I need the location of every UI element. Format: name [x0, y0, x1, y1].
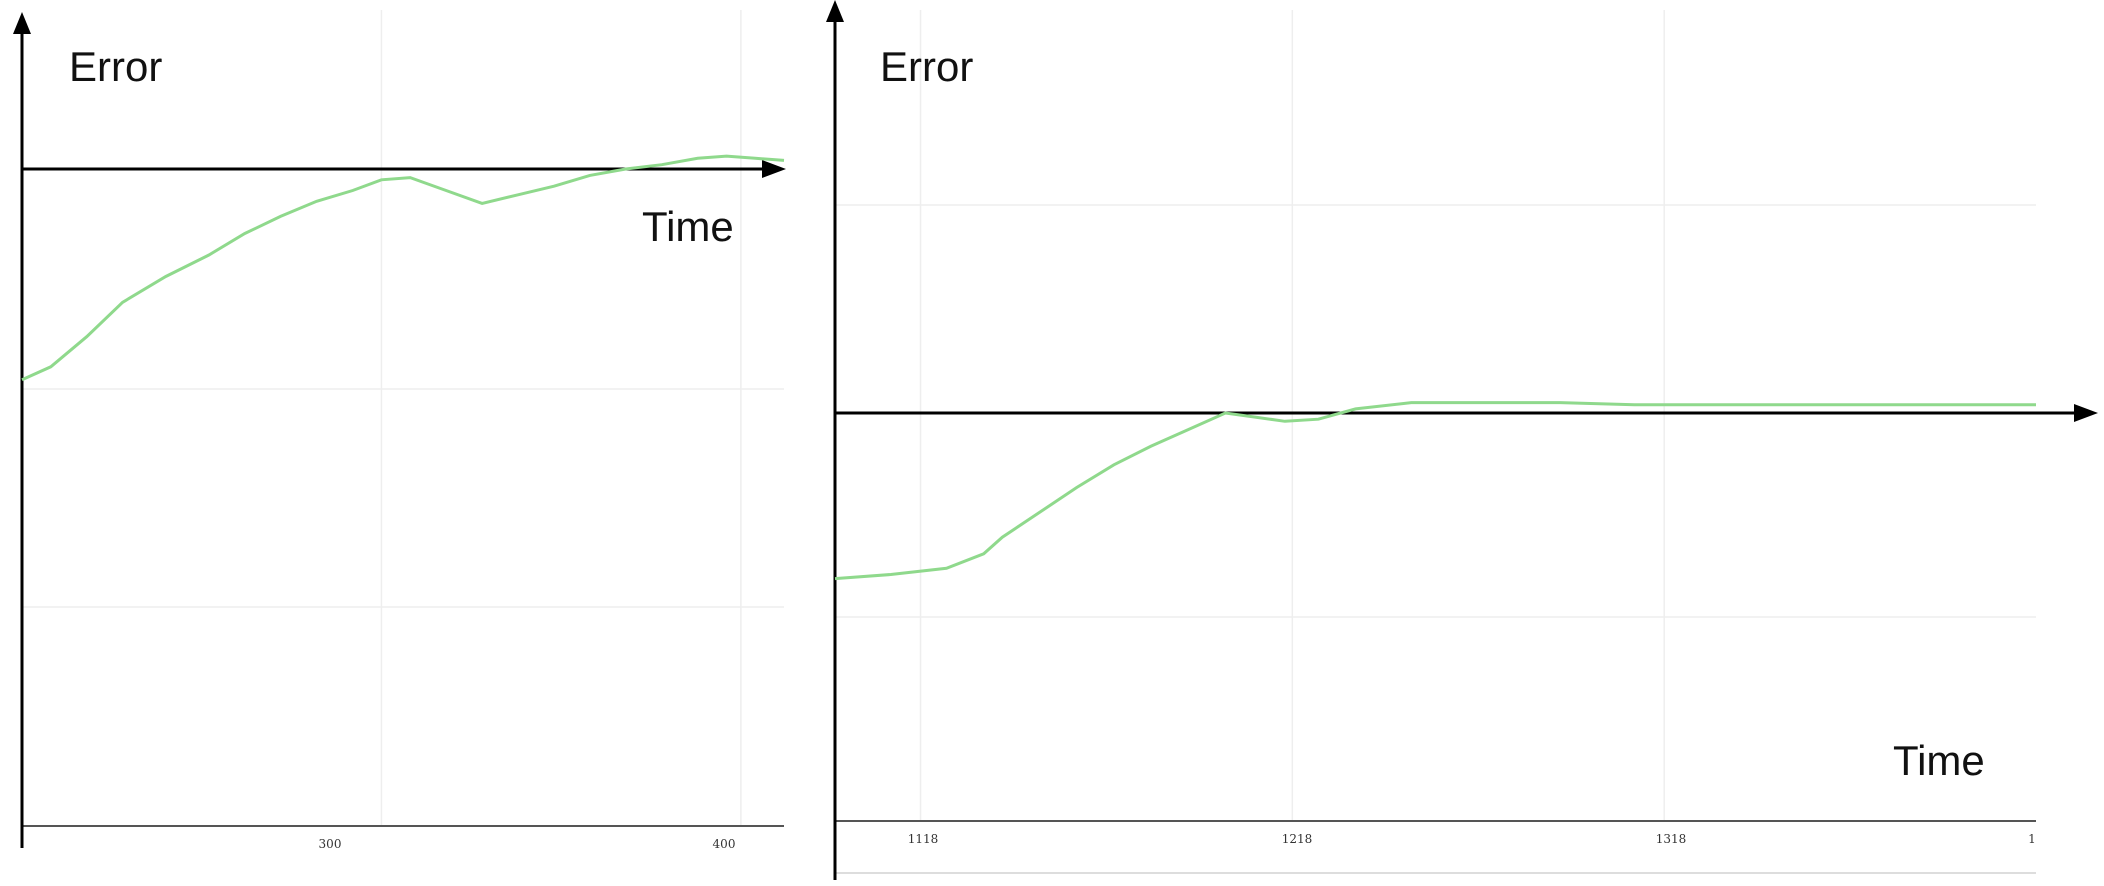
chart-left: Error Time 300 400: [13, 10, 786, 851]
left-zero-axis-arrow: [762, 160, 786, 178]
left-grid: [22, 10, 784, 826]
right-tick-1318: 1318: [1656, 832, 1687, 846]
chart-right: Error Time 1118 1218 1318 1: [826, 0, 2098, 880]
left-series-line: [21, 154, 785, 382]
right-grid: [835, 10, 2036, 821]
right-xlabel: Time: [1893, 737, 1985, 784]
right-y-axis-arrow: [826, 0, 844, 22]
left-y-axis-arrow: [13, 12, 31, 34]
right-ylabel: Error: [880, 43, 973, 90]
left-xlabel: Time: [642, 203, 734, 250]
left-ylabel: Error: [69, 43, 162, 90]
right-series-line: [834, 401, 2036, 581]
left-tick-400: 400: [713, 837, 736, 851]
right-zero-axis-arrow: [2074, 404, 2098, 422]
right-tick-last: 1: [2028, 832, 2036, 846]
right-tick-1118: 1118: [908, 832, 939, 846]
right-tick-1218: 1218: [1282, 832, 1313, 846]
left-tick-300: 300: [319, 837, 342, 851]
